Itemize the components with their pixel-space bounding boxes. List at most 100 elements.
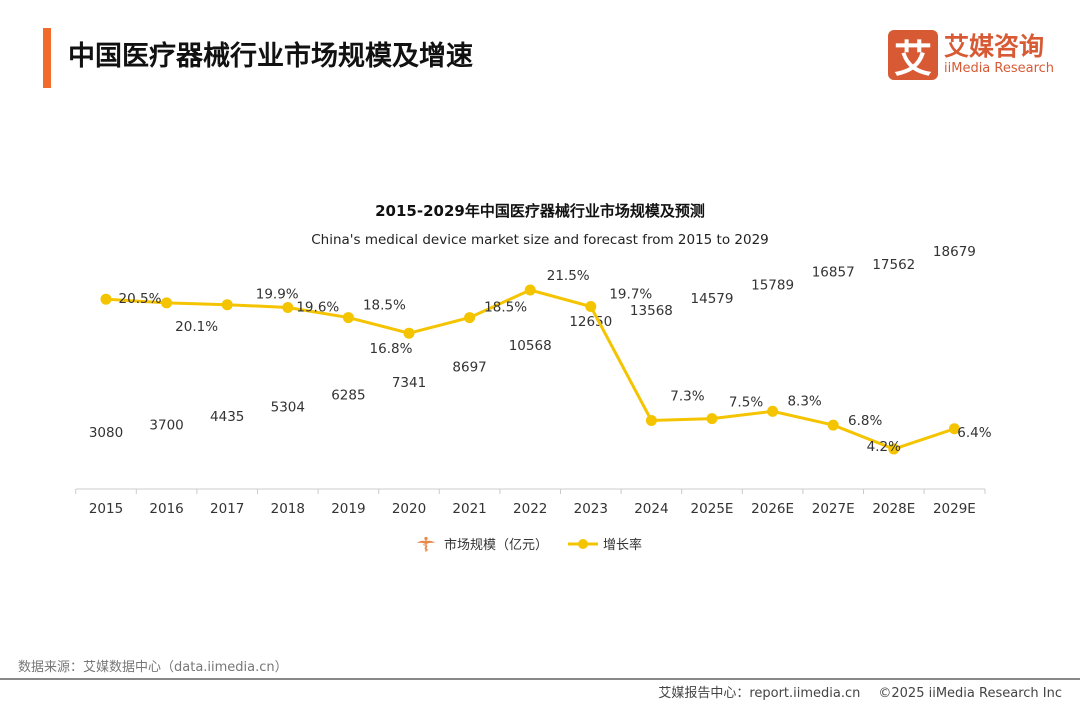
pictorial-bar	[572, 336, 610, 483]
caduceus-icon	[875, 337, 913, 367]
caduceus-icon	[87, 453, 125, 483]
growth-label: 8.3%	[787, 393, 821, 409]
caduceus-icon	[390, 424, 428, 454]
caduceus-icon	[754, 308, 791, 338]
growth-point	[161, 297, 173, 309]
growth-point	[403, 327, 415, 339]
growth-point	[948, 423, 960, 435]
growth-point	[100, 293, 112, 305]
caduceus-icon	[875, 308, 913, 338]
growth-label: 18.5%	[363, 298, 406, 314]
growth-label: 16.8%	[370, 341, 413, 357]
logo-cn: 艾媒咨询	[944, 32, 1045, 61]
caduceus-icon	[633, 424, 670, 454]
data-source: 数据来源：艾媒数据中心（data.iimedia.cn）	[18, 660, 288, 675]
chart-title: 2015-2029年中国医疗器械行业市场规模及预测	[375, 202, 705, 220]
caduceus-icon	[814, 308, 852, 338]
growth-label: 6.8%	[848, 413, 882, 429]
x-tick-label: 2015	[89, 501, 123, 517]
caduceus-icon	[693, 453, 731, 483]
bar-value-label: 4435	[210, 409, 244, 425]
x-tick-label: 2019	[331, 501, 365, 517]
growth-point	[464, 312, 476, 324]
bar-value-label: 8697	[452, 360, 486, 376]
bar-value-label: 17562	[872, 257, 915, 273]
caduceus-icon	[451, 424, 488, 454]
pictorial-bar	[936, 265, 973, 483]
legend: 市场规模（亿元） 增长率	[415, 536, 642, 553]
x-tick-label: 2028E	[872, 501, 915, 517]
caduceus-icon	[814, 337, 852, 367]
growth-point	[645, 414, 657, 426]
caduceus-icon	[572, 453, 610, 483]
pictorial-bar	[148, 439, 185, 483]
caduceus-icon	[754, 424, 791, 454]
caduceus-icon	[936, 308, 973, 338]
caduceus-icon	[754, 453, 791, 483]
growth-label: 19.9%	[256, 287, 299, 303]
caduceus-icon	[511, 424, 549, 454]
caduceus-icon	[875, 279, 913, 309]
growth-label: 7.3%	[670, 388, 704, 404]
pictorial-bar	[390, 396, 428, 483]
caduceus-icon	[814, 366, 852, 396]
footer-copyright: ©2025 iiMedia Research Inc	[878, 686, 1062, 701]
growth-line	[105, 288, 955, 451]
growth-label: 21.5%	[547, 268, 590, 284]
bar-value-label: 16857	[812, 265, 855, 281]
legend-growth-rate: 增长率	[603, 537, 642, 553]
pictorial-bar	[208, 430, 246, 483]
footer-report[interactable]: 艾媒报告中心：report.iimedia.cn	[658, 686, 861, 701]
logo-en: iiMedia Research	[944, 61, 1055, 76]
chart-subtitle: China's medical device market size and f…	[311, 232, 769, 248]
x-tick-label: 2024	[634, 501, 668, 517]
legend-market-size: 市场规模（亿元）	[444, 537, 548, 553]
growth-label: 20.5%	[119, 291, 162, 307]
caduceus-icon	[936, 337, 973, 367]
page-title: 中国医疗器械行业市场规模及增速	[68, 41, 473, 72]
caduceus-icon	[572, 424, 610, 454]
caduceus-icon	[208, 453, 246, 483]
caduceus-icon	[633, 366, 670, 396]
growth-point	[221, 299, 233, 311]
bar-value-label: 12650	[569, 314, 612, 330]
bar-value-label: 3700	[149, 418, 183, 434]
caduceus-icon	[693, 313, 731, 339]
x-tick-label: 2025E	[691, 501, 734, 517]
caduceus-icon	[693, 424, 731, 454]
caduceus-icon	[451, 453, 488, 483]
x-tick-label: 2021	[452, 501, 486, 517]
x-tick-label: 2017	[210, 501, 244, 517]
caduceus-icon	[693, 337, 731, 367]
caduceus-icon	[936, 395, 973, 425]
footer: 艾媒报告中心：report.iimedia.cn ©2025 iiMedia Re…	[640, 682, 1062, 701]
bar-value-label: 14579	[691, 291, 734, 307]
growth-label: 4.2%	[867, 439, 901, 455]
caduceus-icon	[390, 396, 428, 425]
x-tick-label: 2023	[574, 501, 608, 517]
caduceus-icon	[754, 366, 791, 396]
caduceus-icon	[330, 424, 367, 454]
growth-label: 7.5%	[729, 395, 763, 411]
bar-value-label: 5304	[271, 399, 305, 415]
caduceus-icon	[936, 453, 973, 483]
pictorial-bar	[511, 360, 549, 483]
x-tick-label: 2029E	[933, 501, 976, 517]
bar-value-label: 13568	[630, 303, 673, 319]
x-tick-label: 2022	[513, 501, 547, 517]
caduceus-icon	[511, 366, 549, 396]
caduceus-icon	[754, 337, 791, 367]
caduceus-icon	[572, 395, 610, 425]
caduceus-icon	[814, 453, 852, 483]
x-tick-label: 2018	[271, 501, 305, 517]
caduceus-icon	[451, 395, 488, 425]
caduceus-icon	[936, 366, 973, 396]
growth-point	[767, 405, 779, 417]
caduceus-icon	[572, 337, 610, 367]
caduceus-icon	[269, 424, 307, 454]
bar-value-label: 3080	[89, 425, 123, 441]
caduceus-icon	[633, 337, 670, 367]
x-tick-label: 2026E	[751, 501, 794, 517]
caduceus-icon	[633, 453, 670, 483]
